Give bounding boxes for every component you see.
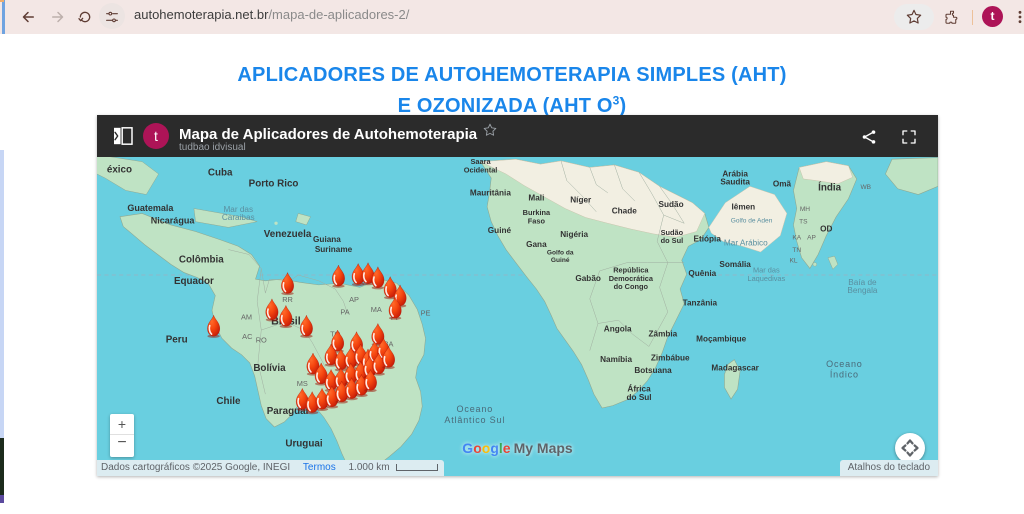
- svg-text:TS: TS: [799, 218, 808, 225]
- svg-text:Golfo da: Golfo da: [547, 249, 574, 256]
- svg-text:KA: KA: [792, 235, 801, 242]
- svg-text:Chile: Chile: [216, 396, 241, 407]
- svg-text:Sudão: Sudão: [659, 200, 684, 209]
- svg-text:Venezuela: Venezuela: [264, 229, 312, 240]
- svg-text:Saudita: Saudita: [720, 178, 750, 187]
- svg-text:Índico: Índico: [830, 370, 859, 380]
- svg-text:Iêmen: Iêmen: [731, 202, 755, 211]
- svg-text:Guiné: Guiné: [551, 257, 570, 264]
- svg-text:Equador: Equador: [174, 276, 214, 287]
- svg-text:Bengala: Bengala: [847, 286, 878, 295]
- svg-text:Mauritânia: Mauritânia: [470, 188, 511, 197]
- svg-text:Mali: Mali: [528, 193, 544, 202]
- svg-text:Faso: Faso: [528, 216, 546, 225]
- svg-text:do Sul: do Sul: [661, 236, 684, 245]
- svg-text:Uruguai: Uruguai: [285, 439, 322, 450]
- svg-text:Somália: Somália: [719, 260, 751, 269]
- svg-text:Botsuana: Botsuana: [634, 366, 672, 375]
- svg-text:Nicarágua: Nicarágua: [151, 215, 196, 225]
- svg-text:do Sul: do Sul: [627, 393, 652, 402]
- svg-text:Porto Rico: Porto Rico: [249, 178, 299, 189]
- svg-text:Laquedivas: Laquedivas: [747, 274, 785, 283]
- svg-text:Guiné: Guiné: [488, 226, 512, 235]
- svg-text:Omã: Omã: [773, 179, 792, 188]
- svg-text:Guatemala: Guatemala: [127, 203, 174, 213]
- svg-text:Madagascar: Madagascar: [711, 363, 759, 372]
- svg-text:RO: RO: [256, 335, 267, 344]
- svg-text:Angola: Angola: [604, 325, 632, 334]
- svg-text:Peru: Peru: [166, 334, 188, 345]
- svg-text:AC: AC: [242, 332, 253, 341]
- svg-text:Cuba: Cuba: [208, 168, 233, 179]
- svg-text:KL: KL: [789, 258, 797, 265]
- svg-text:Tanzânia: Tanzânia: [683, 298, 718, 307]
- svg-text:Golfo de Aden: Golfo de Aden: [731, 217, 773, 224]
- svg-text:PE: PE: [421, 308, 431, 317]
- svg-text:Zâmbia: Zâmbia: [649, 330, 678, 339]
- svg-text:TN: TN: [792, 247, 801, 254]
- svg-text:Gabão: Gabão: [575, 274, 601, 283]
- svg-text:AP: AP: [349, 295, 359, 304]
- svg-text:Bolívia: Bolívia: [253, 363, 286, 374]
- svg-text:PA: PA: [340, 307, 349, 316]
- svg-text:Colômbia: Colômbia: [179, 255, 224, 266]
- svg-text:Oceano: Oceano: [457, 404, 494, 414]
- svg-text:Ocidental: Ocidental: [464, 165, 498, 174]
- svg-text:Suriname: Suriname: [315, 245, 353, 254]
- svg-text:Chade: Chade: [612, 206, 638, 215]
- svg-text:Oceano: Oceano: [826, 359, 863, 369]
- svg-text:MA: MA: [371, 305, 382, 314]
- svg-text:AM: AM: [241, 312, 252, 321]
- svg-text:Níger: Níger: [570, 196, 592, 205]
- svg-text:RR: RR: [282, 295, 293, 304]
- svg-text:Caraibas: Caraibas: [222, 213, 255, 222]
- svg-text:AP: AP: [807, 235, 816, 242]
- svg-text:éxico: éxico: [107, 164, 132, 175]
- svg-text:do Congo: do Congo: [614, 282, 649, 291]
- svg-text:Moçambique: Moçambique: [696, 335, 747, 344]
- svg-text:Etiópia: Etiópia: [694, 234, 722, 243]
- svg-text:Nigéria: Nigéria: [560, 230, 588, 239]
- svg-text:MS: MS: [297, 379, 308, 388]
- svg-text:WB: WB: [860, 184, 871, 191]
- svg-text:Mar Arábico: Mar Arábico: [724, 238, 768, 247]
- svg-text:OD: OD: [820, 224, 832, 233]
- svg-text:MH: MH: [800, 206, 810, 213]
- svg-text:Guiana: Guiana: [313, 235, 341, 244]
- svg-text:Gana: Gana: [526, 240, 547, 249]
- svg-text:Namíbia: Namíbia: [600, 355, 632, 364]
- svg-text:Quênia: Quênia: [688, 269, 716, 278]
- svg-text:África: África: [627, 383, 651, 394]
- svg-text:Atlântico Sul: Atlântico Sul: [444, 415, 505, 425]
- svg-text:Zimbábue: Zimbábue: [651, 353, 690, 362]
- svg-text:Índia: Índia: [818, 182, 841, 193]
